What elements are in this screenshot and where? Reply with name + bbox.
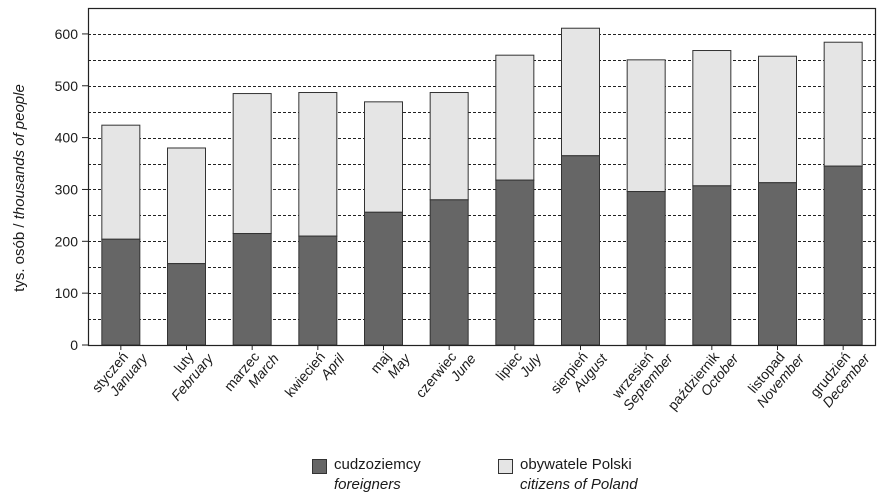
bar-foreigners (626, 191, 666, 346)
y-axis-label: tys. osób / thousands of people (11, 84, 28, 292)
x-tick-label-en: July (516, 350, 546, 381)
bar-citizens (758, 55, 797, 184)
axes (87, 7, 877, 347)
bar-citizens (692, 50, 732, 187)
bar-citizens (626, 59, 666, 193)
legend-swatch-foreigners (312, 459, 327, 474)
y-tick-labels: 0 100 200 300 400 500 600 (55, 26, 88, 353)
bar-foreigners (823, 165, 863, 346)
bar-foreigners (758, 182, 797, 346)
bar-citizens (429, 92, 469, 201)
legend: cudzoziemcy foreigners obywatele Polski … (312, 456, 732, 500)
legend-label-citizens: obywatele Polski (520, 456, 632, 473)
y-tick-label: 300 (55, 181, 79, 197)
bar-citizens (561, 27, 600, 157)
bar-citizens (823, 41, 863, 167)
plot-frame (87, 7, 877, 347)
bar-foreigners (298, 235, 338, 346)
legend-label-citizens-en: citizens of Poland (520, 476, 638, 493)
legend-swatch-citizens (498, 459, 513, 474)
bar-citizens (167, 147, 206, 265)
y-tick-label: 500 (55, 78, 79, 94)
bar-citizens (232, 93, 272, 235)
y-tick-label: 100 (55, 285, 79, 301)
bar-foreigners (561, 155, 600, 346)
bar-foreigners (495, 179, 535, 346)
legend-label-foreigners: cudzoziemcy (334, 456, 421, 473)
bar-citizens (364, 101, 403, 213)
bar-foreigners (167, 263, 206, 346)
bar-foreigners (364, 211, 403, 346)
gridlines (88, 34, 876, 320)
bar-foreigners (101, 238, 141, 346)
bar-foreigners (232, 233, 272, 346)
bar-foreigners (692, 185, 732, 346)
y-tick-label: 400 (55, 130, 79, 146)
legend-label-foreigners-en: foreigners (334, 476, 401, 493)
y-tick-label: 200 (55, 233, 79, 249)
y-tick-label: 600 (55, 26, 79, 42)
bar-citizens (298, 92, 338, 237)
bar-foreigners (429, 199, 469, 346)
bar-citizens (101, 124, 141, 240)
bars (101, 27, 863, 346)
y-tick-label: 0 (70, 337, 78, 353)
bar-citizens (495, 54, 535, 181)
